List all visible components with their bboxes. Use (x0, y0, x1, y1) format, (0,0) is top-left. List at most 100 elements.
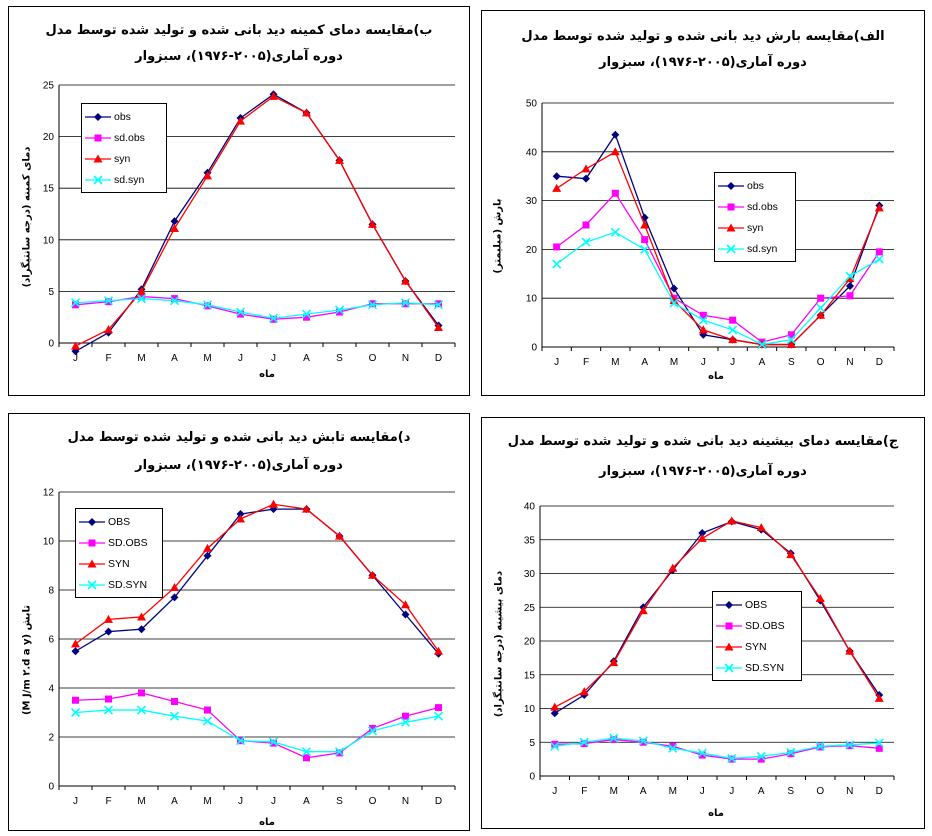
data-point (611, 130, 620, 139)
data-point (236, 510, 245, 519)
legend-swatch (85, 134, 111, 141)
chart-subtitle: دوره آماری(۲۰۰۵-۱۹۷۶)، سبزوار (135, 458, 343, 473)
data-point (728, 325, 738, 335)
data-point (580, 740, 588, 748)
data-point (302, 108, 311, 117)
data-point (72, 301, 79, 309)
y-tick-label: 8 (48, 586, 54, 597)
x-tick-label: J (271, 353, 276, 364)
data-point (303, 754, 310, 762)
data-point (334, 305, 345, 315)
data-point (610, 736, 618, 744)
min-temperature-chart-panel: ب)مقایسه دمای کمینه دید بانی شده و تولید… (8, 6, 470, 396)
data-point (71, 647, 80, 656)
data-point (268, 313, 279, 323)
x-tick-label: F (105, 353, 111, 364)
x-tick-label: A (758, 786, 765, 797)
legend-marker (88, 539, 96, 546)
x-tick-label: O (816, 786, 824, 797)
legend-swatch (718, 243, 744, 254)
y-tick-label: 35 (524, 535, 536, 546)
data-point (137, 625, 146, 634)
data-point (815, 593, 825, 602)
data-point (434, 646, 443, 655)
data-point (640, 244, 650, 254)
legend-marker (725, 622, 733, 629)
data-point (401, 610, 410, 619)
data-point (757, 755, 765, 763)
legend-label: SD.SYN (745, 661, 785, 674)
legend-marker (94, 134, 102, 141)
data-point (756, 751, 766, 761)
x-tick-label: M (137, 353, 145, 364)
chart-title: الف)مقایسه بارش دید بانی شده و تولید شده… (521, 29, 885, 44)
series-line (75, 95, 440, 347)
data-point (669, 742, 677, 750)
data-point (203, 171, 212, 180)
x-tick-label: O (817, 357, 825, 368)
data-point (817, 294, 825, 302)
x-tick-label: M (669, 786, 677, 797)
y-tick-label: 20 (526, 245, 538, 256)
data-point (402, 712, 409, 720)
y-tick-label: 4 (48, 684, 54, 695)
data-point (400, 717, 411, 727)
data-point (137, 286, 146, 295)
series-line (75, 297, 439, 319)
data-point (550, 741, 560, 751)
legend-label: SD.OBS (108, 536, 148, 549)
chart-title: ب)مقایسه دمای کمینه دید بانی شده و تولید… (45, 23, 433, 38)
chart-title: د)مقایسه تابش دید بانی شده و تولید شده ت… (67, 430, 411, 445)
data-point (169, 296, 180, 306)
x-tick-label: A (641, 357, 648, 368)
data-point (579, 737, 589, 747)
y-axis-label: بارش (میلیمتر) (492, 198, 504, 274)
data-point (582, 174, 590, 183)
legend-label: SYN (108, 557, 130, 570)
legend: obs sd.obs syn sd.syn (81, 103, 167, 193)
data-point (203, 551, 212, 560)
y-tick-label: 40 (526, 147, 538, 158)
data-point (204, 706, 211, 714)
legend-swatch (79, 559, 105, 567)
data-point (874, 693, 884, 702)
data-point (698, 529, 707, 537)
y-tick-label: 12 (43, 488, 55, 499)
series-sd-syn (552, 227, 884, 350)
series-line (75, 709, 439, 753)
x-tick-label: J (238, 796, 243, 807)
x-tick-label: N (846, 357, 853, 368)
series-syn (550, 516, 884, 711)
data-point (669, 296, 679, 305)
data-point (367, 300, 378, 310)
x-tick-label: D (435, 353, 442, 364)
y-tick-label: 40 (524, 502, 536, 513)
series-line (75, 692, 439, 759)
data-point (301, 747, 312, 757)
legend-item: OBS (715, 594, 797, 615)
data-point (787, 750, 795, 758)
data-point (698, 315, 708, 325)
legend-marker (93, 154, 103, 162)
data-point (367, 726, 378, 736)
data-point (400, 298, 411, 308)
legend-item: syn (717, 217, 791, 238)
legend-swatch (718, 181, 744, 190)
data-point (729, 316, 737, 324)
plot-area: 0 10 20 30 40 50 J F M A M J J A S O N D (526, 99, 895, 368)
legend-item: SD.OBS (715, 615, 797, 636)
data-point (668, 743, 678, 753)
y-axis-label: دمای بیشینه (درجه سانتیگراد) (493, 570, 505, 718)
x-tick-label: O (369, 796, 377, 807)
legend-label: OBS (745, 598, 768, 611)
data-point (815, 741, 825, 751)
x-tick-label: S (336, 353, 343, 364)
data-point (756, 523, 766, 532)
x-tick-label: A (171, 796, 178, 807)
legend-swatch (718, 223, 744, 231)
x-tick-label: S (336, 796, 343, 807)
data-point (336, 308, 343, 316)
legend-label: obs (114, 110, 131, 123)
legend-item: SYN (78, 553, 158, 574)
legend-marker (724, 642, 734, 650)
